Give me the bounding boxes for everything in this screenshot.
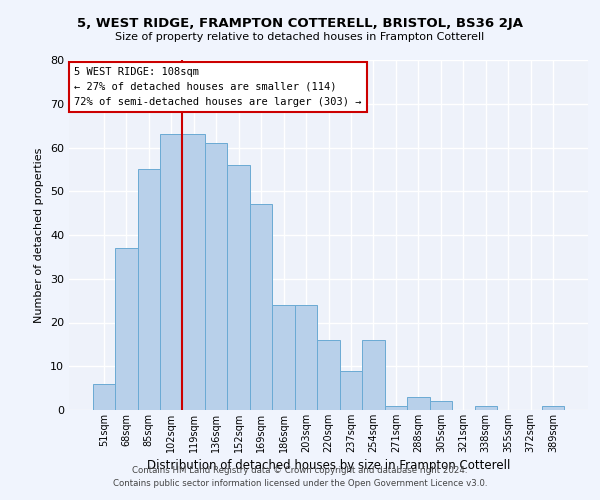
Text: Contains HM Land Registry data © Crown copyright and database right 2024.
Contai: Contains HM Land Registry data © Crown c… — [113, 466, 487, 487]
Text: 5 WEST RIDGE: 108sqm
← 27% of detached houses are smaller (114)
72% of semi-deta: 5 WEST RIDGE: 108sqm ← 27% of detached h… — [74, 67, 362, 106]
Bar — [385, 406, 407, 410]
Bar — [137, 170, 160, 410]
Bar — [227, 165, 250, 410]
Bar — [272, 305, 295, 410]
Bar — [340, 370, 362, 410]
Bar — [205, 143, 227, 410]
X-axis label: Distribution of detached houses by size in Frampton Cotterell: Distribution of detached houses by size … — [147, 459, 510, 472]
Bar — [317, 340, 340, 410]
Bar — [160, 134, 182, 410]
Bar — [407, 397, 430, 410]
Bar — [542, 406, 565, 410]
Bar — [92, 384, 115, 410]
Bar — [182, 134, 205, 410]
Text: Size of property relative to detached houses in Frampton Cotterell: Size of property relative to detached ho… — [115, 32, 485, 42]
Bar — [115, 248, 137, 410]
Text: 5, WEST RIDGE, FRAMPTON COTTERELL, BRISTOL, BS36 2JA: 5, WEST RIDGE, FRAMPTON COTTERELL, BRIST… — [77, 18, 523, 30]
Bar — [250, 204, 272, 410]
Bar — [475, 406, 497, 410]
Bar — [295, 305, 317, 410]
Bar — [362, 340, 385, 410]
Bar — [430, 401, 452, 410]
Y-axis label: Number of detached properties: Number of detached properties — [34, 148, 44, 322]
